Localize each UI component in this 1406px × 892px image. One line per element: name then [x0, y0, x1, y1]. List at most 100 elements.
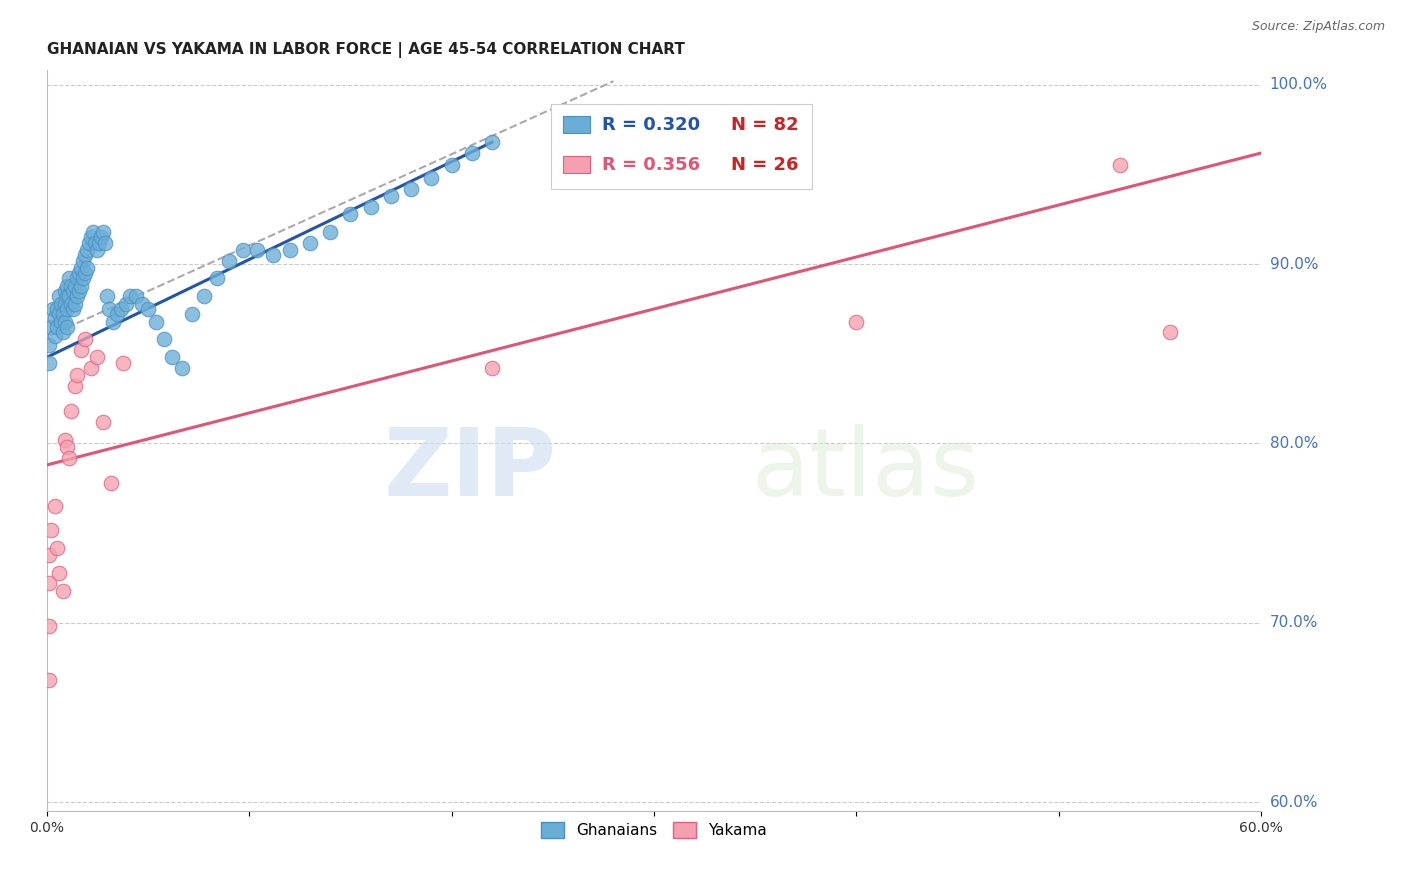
Point [48, 289, 70, 303]
Point [77, 235, 100, 250]
Point [440, 159, 463, 173]
Point [76, 243, 98, 257]
Point [62, 284, 84, 298]
Point [845, 314, 868, 328]
Point [72, 253, 94, 268]
Point [84, 235, 107, 250]
Text: N = 82: N = 82 [731, 115, 799, 134]
Point [48, 307, 70, 321]
Point [53, 314, 76, 328]
Point [73, 248, 96, 262]
Point [39, 319, 62, 334]
Point [73, 266, 96, 280]
Point [339, 207, 361, 221]
Point [481, 361, 503, 376]
Point [91, 225, 114, 239]
Point [52, 326, 75, 340]
Text: GHANAIAN VS YAKAMA IN LABOR FORCE | AGE 45-54 CORRELATION CHART: GHANAIAN VS YAKAMA IN LABOR FORCE | AGE … [46, 42, 685, 58]
Point [1108, 159, 1130, 173]
Point [107, 307, 129, 321]
Point [53, 296, 76, 310]
Point [52, 307, 75, 321]
Point [420, 171, 443, 186]
Point [45, 541, 67, 555]
Point [56, 319, 79, 334]
Point [56, 301, 79, 316]
Point [56, 440, 79, 454]
Point [59, 296, 82, 310]
Point [58, 289, 80, 303]
Point [205, 271, 228, 285]
Point [38, 338, 60, 352]
Point [160, 351, 183, 365]
Point [63, 379, 86, 393]
Point [319, 225, 342, 239]
Point [72, 271, 94, 285]
Text: 100.0%: 100.0% [1270, 78, 1327, 92]
Point [114, 296, 136, 310]
Text: 80.0%: 80.0% [1270, 436, 1317, 451]
Point [49, 314, 72, 328]
Point [70, 278, 93, 293]
Point [45, 301, 67, 316]
Point [124, 289, 146, 303]
Point [232, 243, 254, 257]
Point [41, 301, 63, 316]
Bar [562, 116, 589, 133]
Point [53, 284, 76, 298]
Point [49, 296, 72, 310]
Point [86, 243, 108, 257]
Point [481, 135, 503, 149]
Point [66, 368, 89, 383]
Point [172, 361, 194, 376]
Point [58, 271, 80, 285]
Point [38, 619, 60, 633]
Point [38, 356, 60, 370]
Point [53, 433, 76, 447]
Point [86, 351, 108, 365]
Point [59, 404, 82, 418]
Legend: Ghanaians, Yakama: Ghanaians, Yakama [536, 816, 773, 845]
Point [94, 235, 117, 250]
Point [298, 235, 321, 250]
Text: atlas: atlas [751, 425, 980, 516]
Point [96, 289, 118, 303]
Point [80, 361, 103, 376]
Point [145, 314, 167, 328]
Point [1159, 326, 1181, 340]
Point [100, 475, 122, 490]
Point [66, 289, 89, 303]
Bar [562, 156, 589, 173]
Point [181, 307, 204, 321]
Point [399, 182, 422, 196]
Text: 90.0%: 90.0% [1270, 257, 1319, 272]
Point [82, 225, 104, 239]
Text: R = 0.320: R = 0.320 [602, 115, 700, 134]
Text: 70.0%: 70.0% [1270, 615, 1317, 631]
Point [38, 673, 60, 688]
Text: 60.0%: 60.0% [1270, 795, 1319, 810]
Point [44, 310, 66, 325]
Point [136, 301, 159, 316]
Point [90, 230, 112, 244]
Point [67, 284, 90, 298]
Point [52, 583, 75, 598]
FancyBboxPatch shape [551, 103, 811, 189]
Point [56, 278, 79, 293]
Text: R = 0.356: R = 0.356 [602, 155, 700, 174]
Point [262, 248, 284, 262]
Point [80, 230, 103, 244]
Point [218, 253, 240, 268]
Point [63, 278, 86, 293]
Point [62, 301, 84, 316]
Point [91, 415, 114, 429]
Text: ZIP: ZIP [384, 425, 557, 516]
Point [193, 289, 215, 303]
Point [112, 356, 135, 370]
Point [38, 576, 60, 591]
Point [44, 329, 66, 343]
Point [246, 243, 269, 257]
Point [380, 189, 402, 203]
Point [63, 296, 86, 310]
Point [103, 314, 125, 328]
